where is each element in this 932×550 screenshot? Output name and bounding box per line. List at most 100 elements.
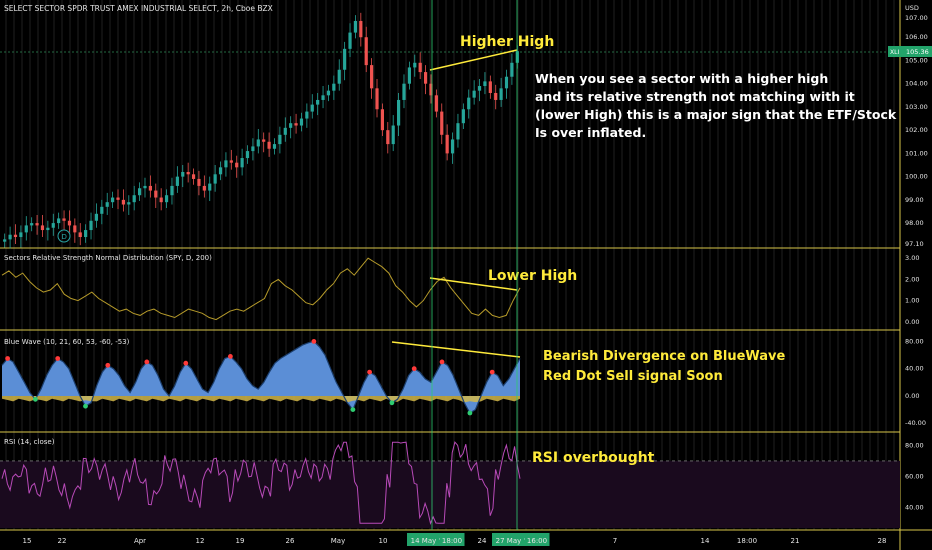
candle-body	[375, 88, 379, 110]
rsi-pane-title: RSI (14, close)	[4, 438, 55, 446]
last-price-badge[interactable]: XLI 105.36	[888, 46, 932, 57]
x-tick: 28	[878, 537, 887, 545]
y-tick: 101.00	[905, 149, 928, 157]
candle-body	[121, 199, 126, 205]
candle-body	[181, 171, 185, 177]
lower-high-trendline	[429, 277, 518, 291]
rsi-pane: RSI (14, close) RSI overbought	[0, 438, 900, 528]
signal-dot	[105, 362, 111, 368]
candle-body	[224, 160, 228, 168]
candle-body	[262, 139, 266, 142]
candle-body	[100, 206, 104, 214]
candle-body	[483, 81, 487, 87]
y-tick: 1.00	[905, 297, 919, 305]
candle-body	[89, 220, 93, 231]
candle-body	[434, 95, 438, 112]
y-tick: 103.00	[905, 103, 928, 111]
rs-series-line	[1, 257, 521, 321]
signal-dot	[311, 339, 317, 344]
rsi-overbought-label: RSI overbought	[532, 450, 655, 466]
candle-body	[240, 158, 244, 168]
last-price: 105.36	[906, 48, 929, 56]
candle-body	[164, 195, 169, 203]
y-tick: -40.00	[905, 419, 926, 427]
candle-body	[186, 171, 190, 175]
note-text: When you see a sector with a higher high…	[535, 71, 897, 140]
candle-body	[78, 232, 82, 238]
candle-body	[305, 111, 309, 119]
candle-body	[30, 223, 34, 226]
x-tick: 16:00	[527, 537, 547, 545]
candle-body	[218, 167, 223, 175]
x-tick: 14 May '21	[411, 537, 450, 545]
candle-body	[35, 223, 39, 226]
candle-body	[127, 202, 131, 205]
candle-body	[213, 174, 217, 184]
candle-body	[3, 239, 7, 242]
x-tick: 27 May '21	[496, 537, 535, 545]
candle-body	[472, 90, 476, 98]
x-tick: 10	[379, 537, 388, 545]
candle-body	[94, 213, 99, 221]
signal-dot	[33, 396, 38, 402]
x-tick: May	[331, 537, 345, 545]
candle-body	[467, 97, 471, 110]
candle-body	[499, 88, 503, 100]
candle-body	[159, 197, 163, 203]
y-tick: 107.00	[905, 14, 928, 22]
candle-body	[278, 134, 282, 145]
candle-body	[494, 92, 498, 100]
candle-body	[289, 123, 293, 128]
candle-body	[337, 69, 341, 84]
candle-body	[283, 127, 287, 135]
candle-body	[51, 223, 55, 228]
y-tick: 98.00	[905, 219, 924, 227]
price-pane: SELECT SECTOR SPDR TRUST AMEX INDUSTRIAL…	[0, 4, 900, 249]
divergence-label-line-1: Bearish Divergence on BlueWave	[543, 349, 786, 364]
candle-body	[73, 225, 77, 233]
candle-body	[461, 109, 465, 124]
higher-high-label: Higher High	[460, 34, 554, 50]
x-tick: 18:00	[442, 537, 462, 545]
y-tick: 100.00	[905, 173, 928, 181]
candle-body	[132, 195, 136, 203]
y-tick: 0.00	[905, 318, 919, 326]
signal-dot	[228, 354, 233, 359]
y-axis: USD 107.00 106.00 105.00 104.00 103.00 102.00 1…	[905, 4, 928, 512]
divergence-trendline	[391, 341, 521, 358]
candle-body	[40, 225, 45, 231]
signal-dot	[367, 369, 372, 375]
candle-body	[445, 134, 449, 154]
ticker-badge: XLI	[890, 49, 899, 56]
price-pane-title: SELECT SECTOR SPDR TRUST AMEX INDUSTRIAL…	[4, 4, 273, 13]
y-tick: 99.00	[905, 196, 924, 204]
x-tick: 22	[58, 537, 67, 545]
y-tick: 97.10	[905, 240, 924, 248]
x-tick: 15	[23, 537, 32, 545]
candle-body	[170, 185, 174, 196]
bluewave-pane: Blue Wave (10, 21, 60, 53, -60, -53) Bea…	[1, 338, 786, 416]
vertical-grid	[5, 0, 895, 530]
divergence-label-line-2: Red Dot Sell signal Soon	[543, 369, 723, 384]
candle-body	[402, 83, 406, 100]
candle-body	[348, 32, 352, 49]
signal-dot	[144, 359, 150, 365]
bluewave-edge-line	[1, 340, 521, 414]
signal-dot	[83, 403, 88, 409]
candle-body	[386, 130, 390, 145]
x-tick: 26	[286, 537, 295, 545]
candle-body	[488, 81, 492, 93]
x-tick: Apr	[134, 537, 146, 545]
x-tick: 19	[236, 537, 245, 545]
candle-body	[413, 62, 417, 68]
candle-body	[267, 141, 271, 149]
candle-body	[251, 146, 255, 152]
candle-body	[229, 160, 233, 163]
y-axis-currency: USD	[905, 4, 919, 12]
signal-dot	[489, 369, 495, 375]
signal-dot	[55, 356, 61, 361]
note-line-3: (lower High) this is a major sign that t…	[535, 107, 897, 122]
